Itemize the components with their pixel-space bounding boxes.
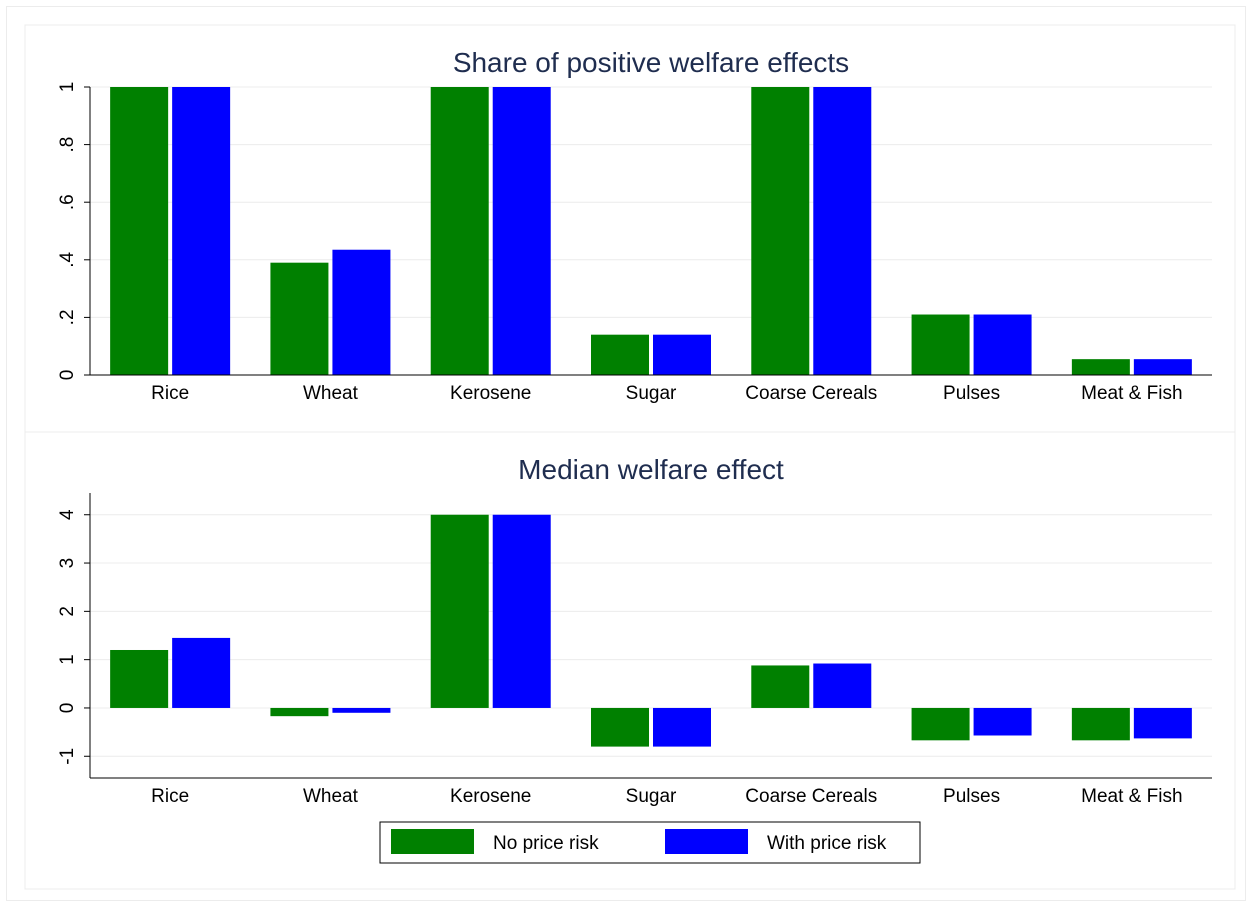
chart-panel-2: -1 0 1 2 3 4 Rice Wheat Kerosene Sugar Coarse Cere… (24, 431, 1236, 890)
y-tick-label: .2 (57, 309, 78, 325)
x-tick-label: Meat & Fish (1081, 786, 1182, 807)
chart-panel-1: 0 .2 .4 .6 .8 1 Rice Wheat Kerosene Sugar Coarse C… (24, 24, 1236, 433)
x-tick-label: Wheat (303, 786, 359, 807)
legend-frame (379, 821, 921, 864)
bar-no-price-risk (591, 707, 649, 747)
y-tick-label: 1 (57, 654, 78, 665)
chart-title: Share of positive welfare effects (453, 47, 849, 78)
x-tick-label: Sugar (626, 383, 677, 404)
chart-title: Median welfare effect (518, 454, 784, 485)
y-tick-label: 1 (57, 82, 78, 93)
bar-with-price-risk (492, 87, 551, 375)
bar-with-price-risk (332, 249, 391, 375)
bar-no-price-risk (430, 514, 489, 708)
bar-with-price-risk (492, 514, 551, 708)
x-tick-label: Sugar (626, 786, 677, 807)
x-tick-label: Coarse Cereals (745, 383, 877, 404)
bar-with-price-risk (1133, 707, 1192, 739)
y-tick-label: .4 (57, 251, 78, 267)
bar-with-price-risk (813, 87, 872, 375)
x-tick-label: Rice (151, 786, 189, 807)
bar-with-price-risk (653, 334, 711, 375)
bar-no-price-risk (270, 707, 329, 717)
bar-with-price-risk (653, 707, 711, 747)
x-tick-label: Kerosene (450, 383, 531, 404)
y-tick-label: 0 (57, 703, 78, 714)
y-tick-label: 0 (57, 370, 78, 381)
x-tick-label: Coarse Cereals (745, 786, 877, 807)
x-tick-label: Rice (151, 383, 189, 404)
bar-no-price-risk (751, 87, 810, 375)
bar-no-price-risk (270, 262, 329, 375)
bar-with-price-risk (1133, 359, 1192, 375)
bar-no-price-risk (1071, 359, 1130, 375)
bar-no-price-risk (110, 649, 169, 708)
bar-no-price-risk (110, 87, 169, 375)
y-tick-label: .6 (57, 194, 78, 210)
bar-with-price-risk (332, 707, 391, 713)
y-tick-label: 4 (57, 509, 78, 520)
x-tick-label: Kerosene (450, 786, 531, 807)
legend-swatch (391, 829, 474, 854)
x-tick-label: Pulses (943, 786, 1000, 807)
bar-with-price-risk (973, 314, 1032, 375)
x-tick-label: Wheat (303, 383, 359, 404)
x-tick-label: Pulses (943, 383, 1000, 404)
y-tick-label: -1 (57, 748, 78, 765)
y-tick-label: 2 (57, 606, 78, 617)
y-tick-label: 3 (57, 558, 78, 569)
bar-with-price-risk (172, 87, 231, 375)
bar-with-price-risk (172, 637, 231, 708)
legend-label: No price risk (493, 833, 599, 854)
bar-no-price-risk (1071, 707, 1130, 741)
bar-with-price-risk (973, 707, 1032, 736)
legend: No price risk With price risk (379, 821, 921, 864)
y-tick-label: .8 (57, 137, 78, 153)
bar-no-price-risk (591, 334, 649, 375)
figure-border (6, 6, 1246, 901)
bar-no-price-risk (430, 87, 489, 375)
legend-label: With price risk (767, 833, 887, 854)
bar-no-price-risk (911, 707, 970, 741)
legend-swatch (665, 829, 748, 854)
bar-with-price-risk (813, 663, 872, 708)
bar-no-price-risk (751, 665, 810, 708)
bar-no-price-risk (911, 314, 970, 375)
x-tick-label: Meat & Fish (1081, 383, 1182, 404)
